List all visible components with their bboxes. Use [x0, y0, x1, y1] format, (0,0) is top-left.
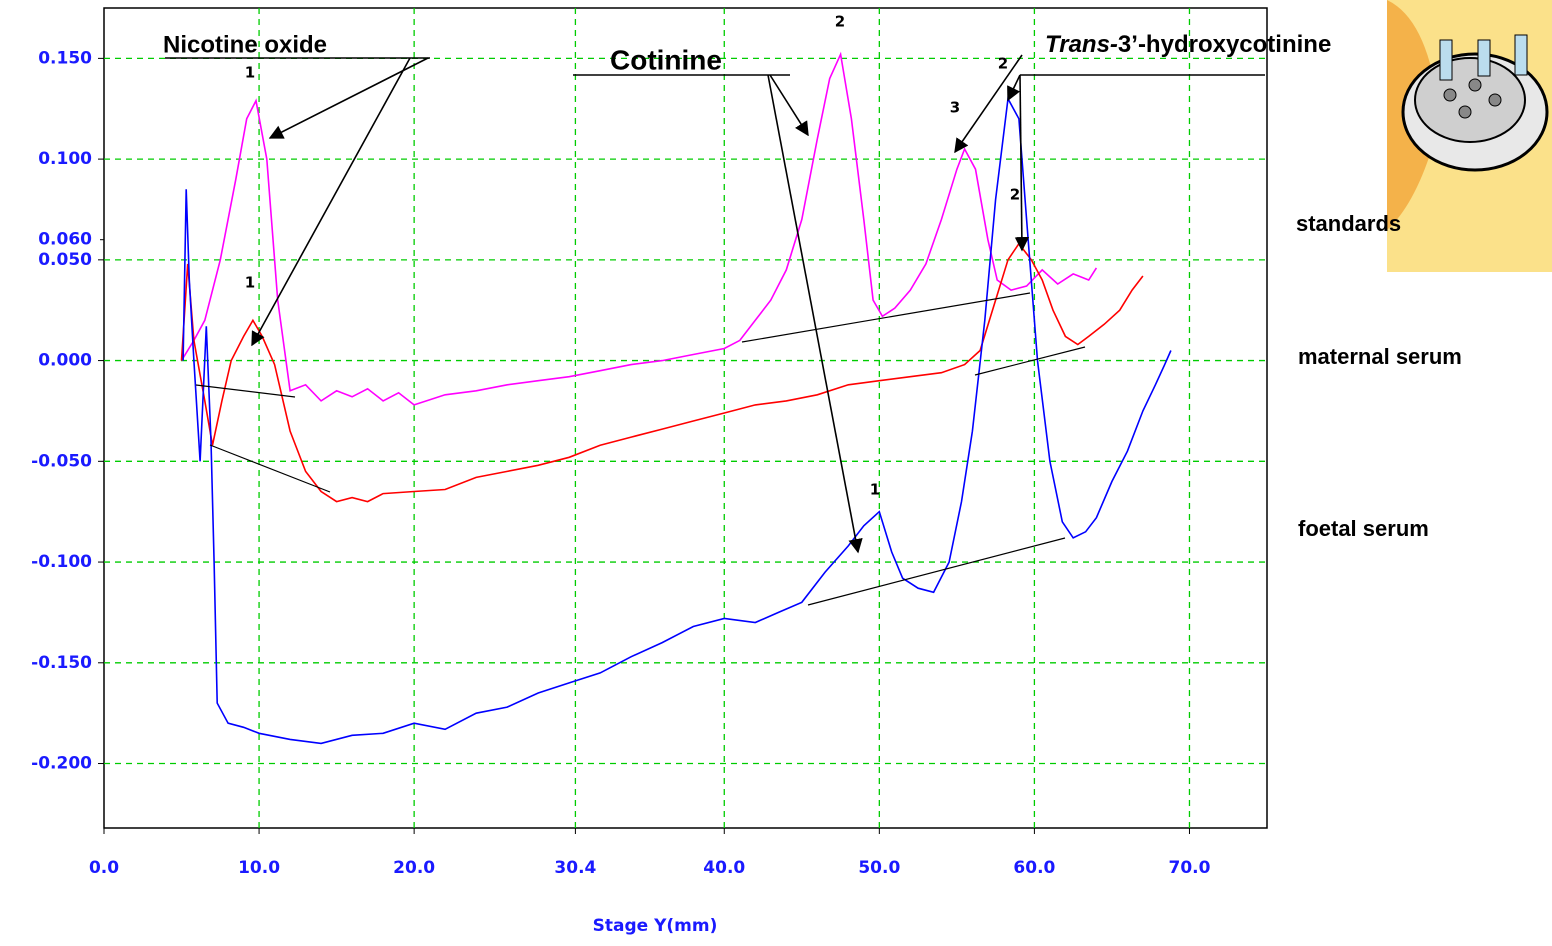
x-tick-label: 20.0: [393, 858, 435, 878]
annotation: Nicotine oxide: [163, 31, 327, 58]
plot-frame: [104, 8, 1267, 828]
arrows: [165, 55, 1265, 552]
y-tick-label: 0.000: [38, 351, 92, 371]
y-tick-label: -0.150: [31, 653, 92, 673]
y-marker-label: 0.060: [38, 230, 92, 250]
chart: Nicotine oxide Cotinine Trans-3’-hydroxy…: [0, 0, 1552, 946]
x-tick-label: 0.0: [89, 858, 119, 878]
peak-label: 2: [835, 13, 845, 31]
peak-label: 3: [950, 99, 960, 117]
x-axis-label: Stage Y(mm): [593, 916, 718, 936]
y-tick-label: 0.150: [38, 48, 92, 68]
x-tick-label: 40.0: [703, 858, 745, 878]
clipart: [1387, 0, 1552, 272]
annotation-part: Trans-: [1045, 31, 1118, 58]
annotation: Trans-3’-hydroxycotinine: [1045, 31, 1331, 58]
peak-label: 2: [998, 55, 1008, 73]
peak-label: 1: [870, 481, 880, 499]
x-tick-label: 70.0: [1168, 858, 1210, 878]
peak-label: 2: [1010, 186, 1020, 204]
grid: [98, 8, 1267, 834]
lines: [182, 54, 1171, 743]
baselines: [196, 293, 1085, 605]
y-tick-label: 0.100: [38, 149, 92, 169]
y-tick-label: -0.100: [31, 552, 92, 572]
x-tick-label: 30.4: [554, 858, 596, 878]
page: {"chart_data": { "type": "line", "x_labe…: [0, 0, 1552, 946]
legend-label: standards: [1296, 211, 1401, 236]
series-line: [183, 99, 1171, 744]
x-tick-label: 50.0: [858, 858, 900, 878]
annotation: Cotinine: [610, 44, 722, 75]
series-line: [182, 244, 1143, 502]
peak-label: 1: [245, 274, 255, 292]
x-tick-label: 10.0: [238, 858, 280, 878]
y-tick-label: -0.050: [31, 451, 92, 471]
annotation-part: 3’-hydroxycotinine: [1118, 31, 1331, 58]
y-tick-label: 0.050: [38, 250, 92, 270]
legend-label: maternal serum: [1298, 344, 1462, 369]
y-tick-label: -0.200: [31, 754, 92, 774]
peak-label: 1: [245, 64, 255, 82]
legend-label: foetal serum: [1298, 516, 1429, 541]
x-tick-label: 60.0: [1013, 858, 1055, 878]
